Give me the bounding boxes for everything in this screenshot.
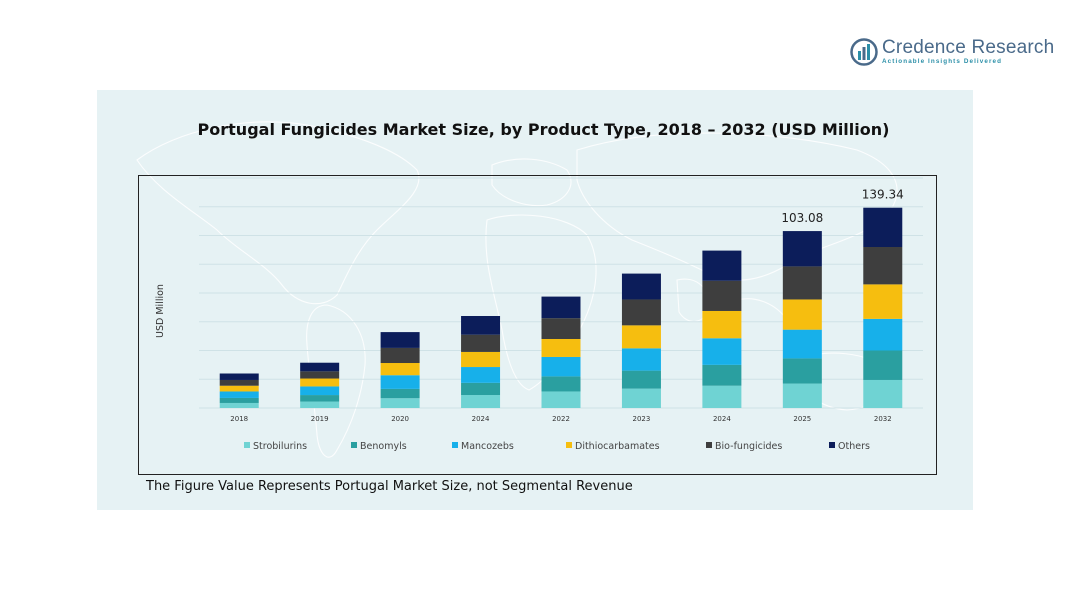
x-tick-label: 2018 [230,415,248,423]
bar-segment [219,391,259,398]
brand-logo: Credence Research Actionable Insights De… [850,38,1054,66]
bar-segment [461,334,501,352]
bar-segment [863,284,903,319]
legend-label: Others [838,441,870,452]
bar-segment [219,397,259,403]
bar-segment [541,391,581,408]
bar-segment [863,379,903,408]
x-tick-label: 2022 [552,415,570,423]
legend-label: Benomyls [360,441,407,452]
bar-segment [219,379,259,386]
bar-segment [541,318,581,339]
credence-logo-icon [850,38,878,66]
legend-swatch [566,442,572,448]
bar-segment [380,375,420,389]
bar-segment [300,362,340,372]
bar-segment [461,382,501,396]
bar-segment [219,385,259,392]
x-tick-label: 2032 [874,415,892,423]
bar-segment [782,383,822,408]
bar-segment [621,325,661,349]
x-tick-label: 2020 [391,415,409,423]
bar-segment [863,318,903,351]
bar-segment [702,310,742,339]
data-label: 103.08 [781,211,823,225]
bar-segment [621,348,661,371]
bar-segment [863,247,903,285]
bar-segment [702,280,742,311]
footnote: The Figure Value Represents Portugal Mar… [146,479,633,494]
x-tick-label: 2025 [793,415,811,423]
bar-segment [461,367,501,383]
bar-segment [621,299,661,326]
bar-segment [702,385,742,408]
chart-panel [97,90,973,510]
bar-segment [541,339,581,357]
bar-segment [300,395,340,402]
bar-segment [219,402,259,408]
brand-name: Credence Research [882,37,1055,59]
bar-segment [461,395,501,408]
bar-segment [461,316,501,335]
bar-segment [782,266,822,300]
bar-segment [621,273,661,300]
bar-segment [702,250,742,281]
bar-segment [300,401,340,408]
brand-tagline: Actionable Insights Delivered [882,58,1003,66]
legend-label: Mancozebs [461,441,514,452]
legend-label: Strobilurins [253,441,307,452]
bar-segment [300,386,340,396]
bar-segment [380,388,420,399]
bar-segment [541,356,581,377]
bar-segment [782,329,822,359]
bar-segment [702,364,742,386]
chart-title: Portugal Fungicides Market Size, by Prod… [197,120,890,139]
bar-segment [300,371,340,379]
bar-segment [782,231,822,267]
bar-segment [782,358,822,384]
bar-segment [863,350,903,380]
x-tick-label: 2019 [311,415,329,423]
legend-label: Dithiocarbamates [575,441,660,452]
y-axis-label: USD Million [155,284,166,338]
x-tick-label: 2023 [633,415,651,423]
bar-segment [541,296,581,319]
legend-swatch [452,442,458,448]
bar-segment [621,370,661,389]
bar-segment [380,363,420,376]
bar-segment [380,332,420,348]
legend-swatch [244,442,250,448]
legend-swatch [351,442,357,448]
x-tick-label: 2024 [713,415,731,423]
bar-segment [621,388,661,408]
legend-swatch [829,442,835,448]
bar-segment [380,347,420,364]
bar-segment [863,207,903,247]
data-label: 139.34 [862,188,904,202]
bar-segment [702,338,742,365]
chart-plot-frame [138,175,937,475]
bar-segment [380,398,420,408]
bar-segment [461,351,501,368]
legend-label: Bio-fungicides [715,441,782,452]
bar-segment [541,376,581,392]
legend-swatch [706,442,712,448]
bar-segment [782,299,822,330]
bar-segment [300,378,340,387]
x-tick-label: 2024 [472,415,490,423]
bar-segment [219,373,259,380]
